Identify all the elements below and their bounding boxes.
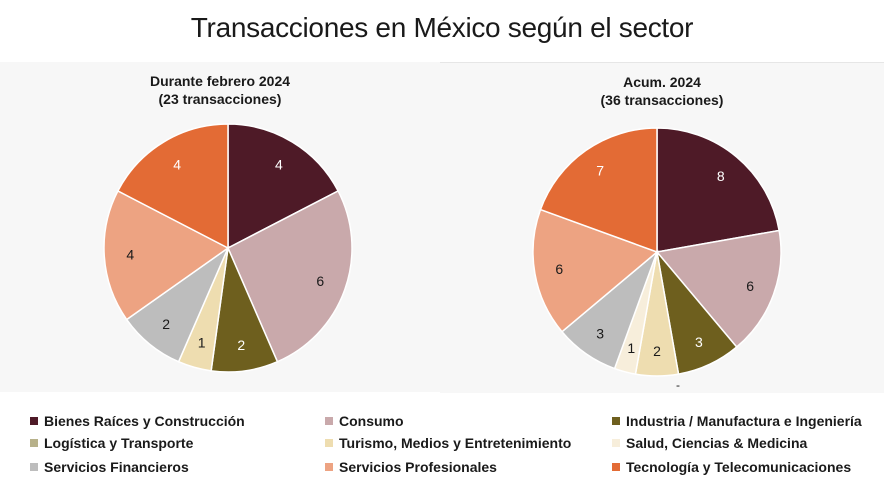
main-title: Transacciones en México según el sector	[190, 12, 694, 43]
pie-slice-accumulated-bienes-raices	[656, 127, 780, 253]
legend-label-logistica: Logística y Transporte	[44, 435, 194, 451]
chart-title-accumulated-line1: Acum. 2024	[623, 74, 701, 90]
legend-swatch-tecnologia	[612, 463, 620, 471]
pie-slice-february-servicios-profesionales	[103, 189, 230, 321]
legend-item-salud: Salud, Ciencias & Medicina	[612, 432, 807, 454]
legend-label-industria: Industria / Manufactura e Ingeniería	[626, 413, 862, 429]
legend-label-turismo: Turismo, Medios y Entretenimiento	[339, 435, 572, 451]
legend-swatch-logistica	[30, 439, 38, 447]
data-label-accumulated-industria: 3	[695, 334, 703, 350]
legend-swatch-servicios-financieros	[30, 463, 38, 471]
legend-item-servicios-financieros: Servicios Financieros	[30, 456, 189, 478]
legend-item-consumo: Consumo	[325, 410, 404, 432]
pie-slice-february-tecnologia	[116, 123, 229, 250]
legend-swatch-salud	[612, 439, 620, 447]
data-label-february-tecnologia: 4	[173, 156, 181, 172]
legend-swatch-bienes-raices	[30, 417, 38, 425]
data-label-february-turismo: 1	[198, 334, 206, 350]
data-label-accumulated-turismo: 2	[653, 343, 661, 359]
legend-item-turismo: Turismo, Medios y Entretenimiento	[325, 432, 571, 454]
pie-chart-february: 4 6 2 1 2 4 4	[103, 123, 353, 373]
chart-title-february-line2: (23 transacciones)	[158, 91, 282, 107]
chart-note-accumulated: -	[676, 378, 680, 392]
data-label-accumulated-tecnologia: 7	[596, 163, 604, 179]
data-label-february-industria: 2	[237, 337, 245, 353]
legend-label-tecnologia: Tecnología y Telecomunicaciones	[626, 459, 852, 475]
legend-swatch-industria	[612, 417, 620, 425]
chart-title-accumulated: Acum. 2024 (36 transacciones)	[440, 73, 884, 109]
data-label-february-consumo: 6	[316, 273, 324, 289]
data-label-accumulated-bienes-raices: 8	[717, 168, 725, 184]
legend-item-bienes-raices: Bienes Raíces y Construcción	[30, 410, 245, 432]
pie-slice-accumulated-tecnologia	[539, 127, 658, 254]
legend-label-bienes-raices: Bienes Raíces y Construcción	[44, 413, 245, 429]
chart-panel-accumulated: Acum. 2024 (36 transacciones) 8 6 3 2 1 3 6 7 -	[440, 62, 884, 393]
legend-label-consumo: Consumo	[339, 413, 404, 429]
legend-label-salud: Salud, Ciencias & Medicina	[626, 435, 808, 451]
data-label-february-bienes-raices: 4	[275, 156, 283, 172]
data-label-accumulated-consumo: 6	[746, 278, 754, 294]
legend-swatch-consumo	[325, 417, 333, 425]
legend-item-servicios-profesionales: Servicios Profesionales	[325, 456, 497, 478]
legend-swatch-servicios-profesionales	[325, 463, 333, 471]
chart-title-february-line1: Durante febrero 2024	[149, 73, 291, 89]
pie-slice-accumulated-servicios-profesionales	[532, 208, 659, 333]
pie-slice-february-bienes-raices	[227, 123, 340, 250]
legend-item-industria: Industria / Manufactura e Ingeniería	[612, 410, 862, 432]
pie-slice-accumulated-consumo	[655, 229, 782, 349]
legend-swatch-turismo	[325, 439, 333, 447]
chart-title-accumulated-line2: (36 transacciones)	[600, 92, 724, 108]
data-label-accumulated-servicios-financieros: 3	[596, 325, 604, 341]
legend-item-logistica: Logística y Transporte	[30, 432, 193, 454]
data-label-february-servicios-profesionales: 4	[126, 247, 134, 263]
pie-chart-accumulated: 8 6 3 2 1 3 6 7 -	[532, 127, 782, 392]
chart-panel-february: Durante febrero 2024 (23 transacciones) …	[0, 62, 440, 392]
data-label-february-servicios-financieros: 2	[162, 316, 170, 332]
data-label-accumulated-salud: 1	[627, 340, 635, 356]
legend-item-tecnologia: Tecnología y Telecomunicaciones	[612, 456, 851, 478]
data-label-accumulated-servicios-profesionales: 6	[555, 261, 563, 277]
legend-label-servicios-financieros: Servicios Financieros	[44, 459, 189, 475]
chart-title-february: Durante febrero 2024 (23 transacciones)	[40, 72, 400, 108]
legend-label-servicios-profesionales: Servicios Profesionales	[339, 459, 497, 475]
